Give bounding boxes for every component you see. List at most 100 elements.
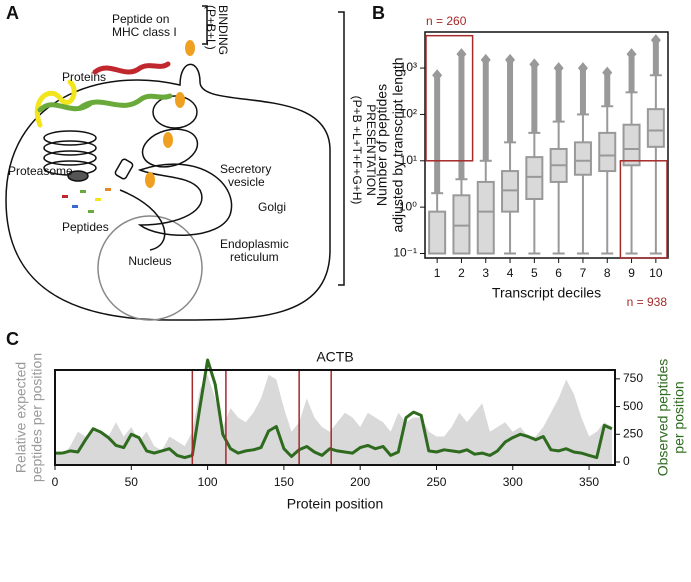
highlight-box — [619, 160, 668, 259]
y2-axis-title: Observed peptides — [655, 359, 671, 477]
mhc — [145, 172, 155, 188]
outliers — [482, 59, 489, 161]
box — [598, 131, 617, 173]
outliers — [458, 54, 465, 180]
peptide — [105, 188, 111, 191]
outlier-top — [626, 48, 637, 61]
outliers — [434, 75, 441, 194]
protein-shapes — [34, 61, 173, 128]
x-tick-label: 7 — [580, 266, 587, 280]
outliers — [628, 54, 635, 93]
vesicle — [152, 95, 198, 129]
plot-frame — [54, 369, 616, 466]
protein — [92, 61, 171, 75]
y2-tick-label: 750 — [623, 371, 643, 385]
label: Peptide on — [112, 12, 169, 26]
y-axis-title: Relative expected — [13, 362, 29, 473]
outliers — [555, 68, 562, 122]
peptide — [80, 190, 86, 193]
y-tick-label: 10⁻¹ — [393, 246, 417, 260]
x-tick-label: 10 — [649, 266, 663, 280]
label: vesicle — [228, 175, 265, 189]
outlier-top — [602, 66, 613, 79]
box — [525, 156, 544, 200]
x-tick-label: 0 — [52, 475, 59, 489]
chart-title: ACTB — [316, 349, 353, 365]
diagram-labels: Peptide on MHC class I BINDING (P+B+L) P… — [8, 5, 378, 268]
peptide — [72, 205, 78, 208]
peptide — [62, 195, 68, 198]
x-tick-label: 8 — [604, 266, 611, 280]
box — [573, 141, 592, 176]
x-tick-label: 9 — [628, 266, 635, 280]
y-axis-title: peptides per position — [29, 353, 45, 482]
x-tick-label: 6 — [555, 266, 562, 280]
x-tick-label: 350 — [579, 475, 599, 489]
transporter — [114, 158, 134, 180]
label: Nucleus — [128, 254, 171, 268]
x-tick-label: 50 — [125, 475, 139, 489]
y-axis-title: Number of peptides — [374, 84, 390, 206]
y-axis-title: adjusted by transcript length — [390, 57, 406, 232]
y2-axis-title: per position — [671, 381, 687, 453]
x-tick-label: 100 — [198, 475, 218, 489]
x-tick-label: 250 — [426, 475, 446, 489]
mhc — [185, 40, 195, 56]
outlier-top — [553, 62, 564, 75]
y2-tick-label: 500 — [623, 399, 643, 413]
outlier-top — [529, 58, 540, 71]
x-axis-title: Protein position — [287, 496, 384, 512]
proteasome — [43, 130, 97, 146]
y2-tick-label: 250 — [623, 426, 643, 440]
panel-label: C — [6, 329, 19, 349]
label: Peptides — [62, 220, 109, 234]
outliers — [507, 59, 514, 143]
outlier-top — [432, 69, 443, 82]
box — [476, 180, 495, 255]
label: (P+B +L+T+F+G+H) — [350, 96, 364, 205]
proteasome — [43, 150, 97, 166]
outlier-top — [505, 53, 516, 66]
box — [452, 194, 471, 255]
box — [428, 210, 447, 255]
y-tick-label: 10⁰ — [399, 199, 417, 213]
x-tick-label: 150 — [274, 475, 294, 489]
label: Proteasome — [8, 164, 73, 178]
label: MHC class I — [112, 25, 177, 39]
x-tick-label: 3 — [482, 266, 489, 280]
annotation: n = 260 — [426, 14, 467, 28]
cell-membrane — [5, 63, 331, 321]
label: PRESENTATION — [364, 104, 378, 196]
proteasome — [43, 140, 97, 156]
diagram-shapes — [5, 5, 345, 321]
label: Endoplasmic — [220, 237, 289, 251]
box — [622, 123, 641, 167]
panel-label: B — [372, 3, 385, 23]
mhc — [163, 132, 173, 148]
box — [646, 108, 665, 148]
outlier-top — [577, 62, 588, 75]
protein — [77, 93, 173, 111]
x-axis-title: Transcript deciles — [492, 285, 601, 301]
x-tick-label: 5 — [531, 266, 538, 280]
nucleus — [97, 215, 203, 321]
highlight-box — [425, 34, 474, 162]
label: Proteins — [62, 70, 106, 84]
outliers — [531, 64, 538, 133]
y2-tick-label: 0 — [623, 454, 630, 468]
label: Golgi — [258, 200, 286, 214]
outliers — [652, 40, 659, 76]
x-tick-label: 2 — [458, 266, 465, 280]
peptide-bits — [62, 40, 195, 213]
annotation: n = 938 — [627, 295, 668, 309]
outliers — [604, 72, 611, 107]
area — [55, 374, 612, 465]
outlier-top — [456, 48, 467, 61]
outlier-top — [650, 34, 661, 47]
binding-bracket — [202, 5, 213, 45]
protein — [37, 101, 93, 113]
x-tick-label: 300 — [503, 475, 523, 489]
y-tick-label: 10³ — [400, 60, 417, 74]
